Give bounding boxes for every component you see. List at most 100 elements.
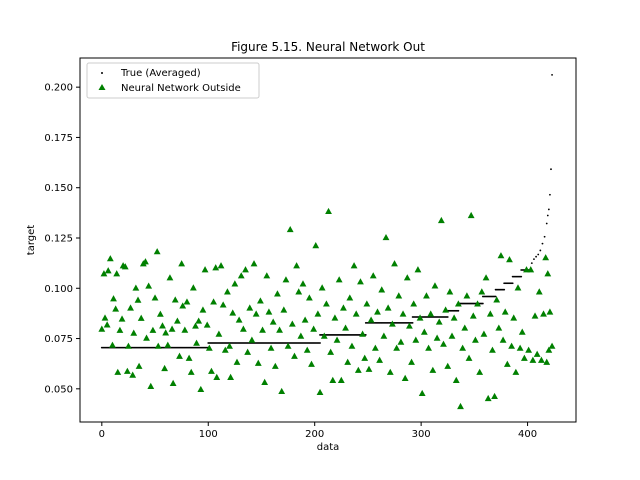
nn-output-point <box>123 367 131 374</box>
nn-output-point <box>112 305 120 312</box>
true-averaged-point <box>550 168 552 171</box>
nn-output-point <box>183 298 191 305</box>
nn-output-point <box>527 266 535 273</box>
nn-output-point <box>346 294 354 301</box>
true-averaged-point <box>551 73 553 76</box>
nn-output-point <box>465 354 473 361</box>
true-averaged-point <box>543 235 546 238</box>
nn-output-point <box>340 304 347 311</box>
nn-output-point <box>401 374 409 381</box>
nn-output-point <box>382 233 390 241</box>
nn-output-point <box>388 320 396 327</box>
nn-output-point <box>503 360 511 367</box>
nn-output-point <box>242 266 249 273</box>
nn-output-point <box>399 310 407 317</box>
nn-output-point <box>151 294 159 301</box>
nn-output-point <box>480 330 488 337</box>
nn-output-point <box>329 376 337 383</box>
x-axis: 0 100 200 300 400 <box>99 422 537 440</box>
nn-output-point <box>533 350 541 357</box>
nn-output-point <box>224 288 231 295</box>
nn-output-point <box>173 317 181 324</box>
nn-output-point <box>472 336 479 343</box>
nn-output-point <box>444 362 452 369</box>
nn-output-point <box>335 276 343 283</box>
nn-output-point <box>189 284 197 291</box>
nn-output-point <box>457 402 464 410</box>
nn-output-point <box>308 360 315 367</box>
nn-output-point <box>318 284 326 291</box>
nn-output-point <box>501 308 509 315</box>
y-tick-label: 0.100 <box>44 284 73 295</box>
nn-output-point <box>442 306 450 313</box>
nn-output-point <box>486 310 494 317</box>
nn-output-point <box>259 326 266 333</box>
nn-output-point <box>363 300 371 307</box>
nn-output-point <box>145 282 153 289</box>
true-averaged-point <box>319 342 321 344</box>
nn-output-point <box>176 352 183 359</box>
true-averaged-point <box>533 258 535 261</box>
nn-output-point <box>114 368 122 375</box>
true-averaged-point <box>541 242 544 245</box>
nn-output-point <box>212 264 220 271</box>
nn-output-point <box>395 292 403 299</box>
nn-output-point <box>301 316 309 323</box>
x-tick-label: 300 <box>412 429 431 440</box>
nn-output-point <box>254 359 262 366</box>
nn-output-point <box>423 292 430 299</box>
nn-output-point <box>425 344 432 351</box>
nn-output-point <box>482 274 490 281</box>
nn-output-point <box>450 314 458 321</box>
nn-output-point <box>193 339 200 346</box>
y-tick-label: 0.075 <box>44 334 73 345</box>
true-averaged-point <box>446 316 449 318</box>
y-axis-label: target <box>26 225 37 255</box>
nn-output-point <box>416 314 424 321</box>
nn-output-point <box>284 342 292 349</box>
legend-label-true: True (Averaged) <box>120 68 201 79</box>
nn-output-point <box>166 274 174 281</box>
true-averaged-point <box>539 249 542 252</box>
true-averaged-point <box>545 222 548 225</box>
true-averaged-point <box>511 282 514 285</box>
nn-output-point <box>406 322 413 329</box>
nn-output-point <box>310 325 318 332</box>
nn-output-point <box>261 378 269 385</box>
nn-output-point <box>531 312 539 319</box>
legend-marker-true <box>101 72 103 74</box>
nn-output-point <box>149 326 157 333</box>
nn-output-point <box>104 267 112 274</box>
nn-output-point <box>129 371 137 378</box>
nn-output-point <box>187 368 195 375</box>
nn-output-point <box>299 280 307 287</box>
nn-output-point <box>132 284 140 291</box>
nn-output-point <box>109 341 116 348</box>
x-tick-label: 400 <box>518 429 537 440</box>
nn-output-point <box>185 354 193 361</box>
nn-output-point <box>489 346 496 353</box>
nn-output-point <box>365 365 373 372</box>
nn-output-point <box>408 358 415 365</box>
nn-output-point <box>520 354 528 361</box>
nn-output-point <box>540 310 547 317</box>
y-tick-label: 0.150 <box>44 183 73 194</box>
nn-output-point <box>525 346 533 353</box>
nn-output-point <box>344 358 352 365</box>
nn-output-point <box>205 344 213 351</box>
nn-output-point <box>495 324 503 331</box>
nn-output-point <box>171 296 179 303</box>
nn-output-point <box>227 373 235 380</box>
plot-frame <box>79 57 577 423</box>
nn-output-point <box>393 344 401 351</box>
nn-output-point <box>246 304 254 311</box>
nn-output-point <box>538 356 545 363</box>
true-averaged-point <box>537 253 540 256</box>
nn-output-point <box>459 344 467 351</box>
nn-output-point <box>342 324 349 331</box>
nn-output-point <box>297 332 305 339</box>
nn-output-point <box>257 297 264 304</box>
nn-output-point <box>478 288 486 295</box>
nn-output-point <box>493 296 501 303</box>
nn-output-point <box>143 334 150 341</box>
